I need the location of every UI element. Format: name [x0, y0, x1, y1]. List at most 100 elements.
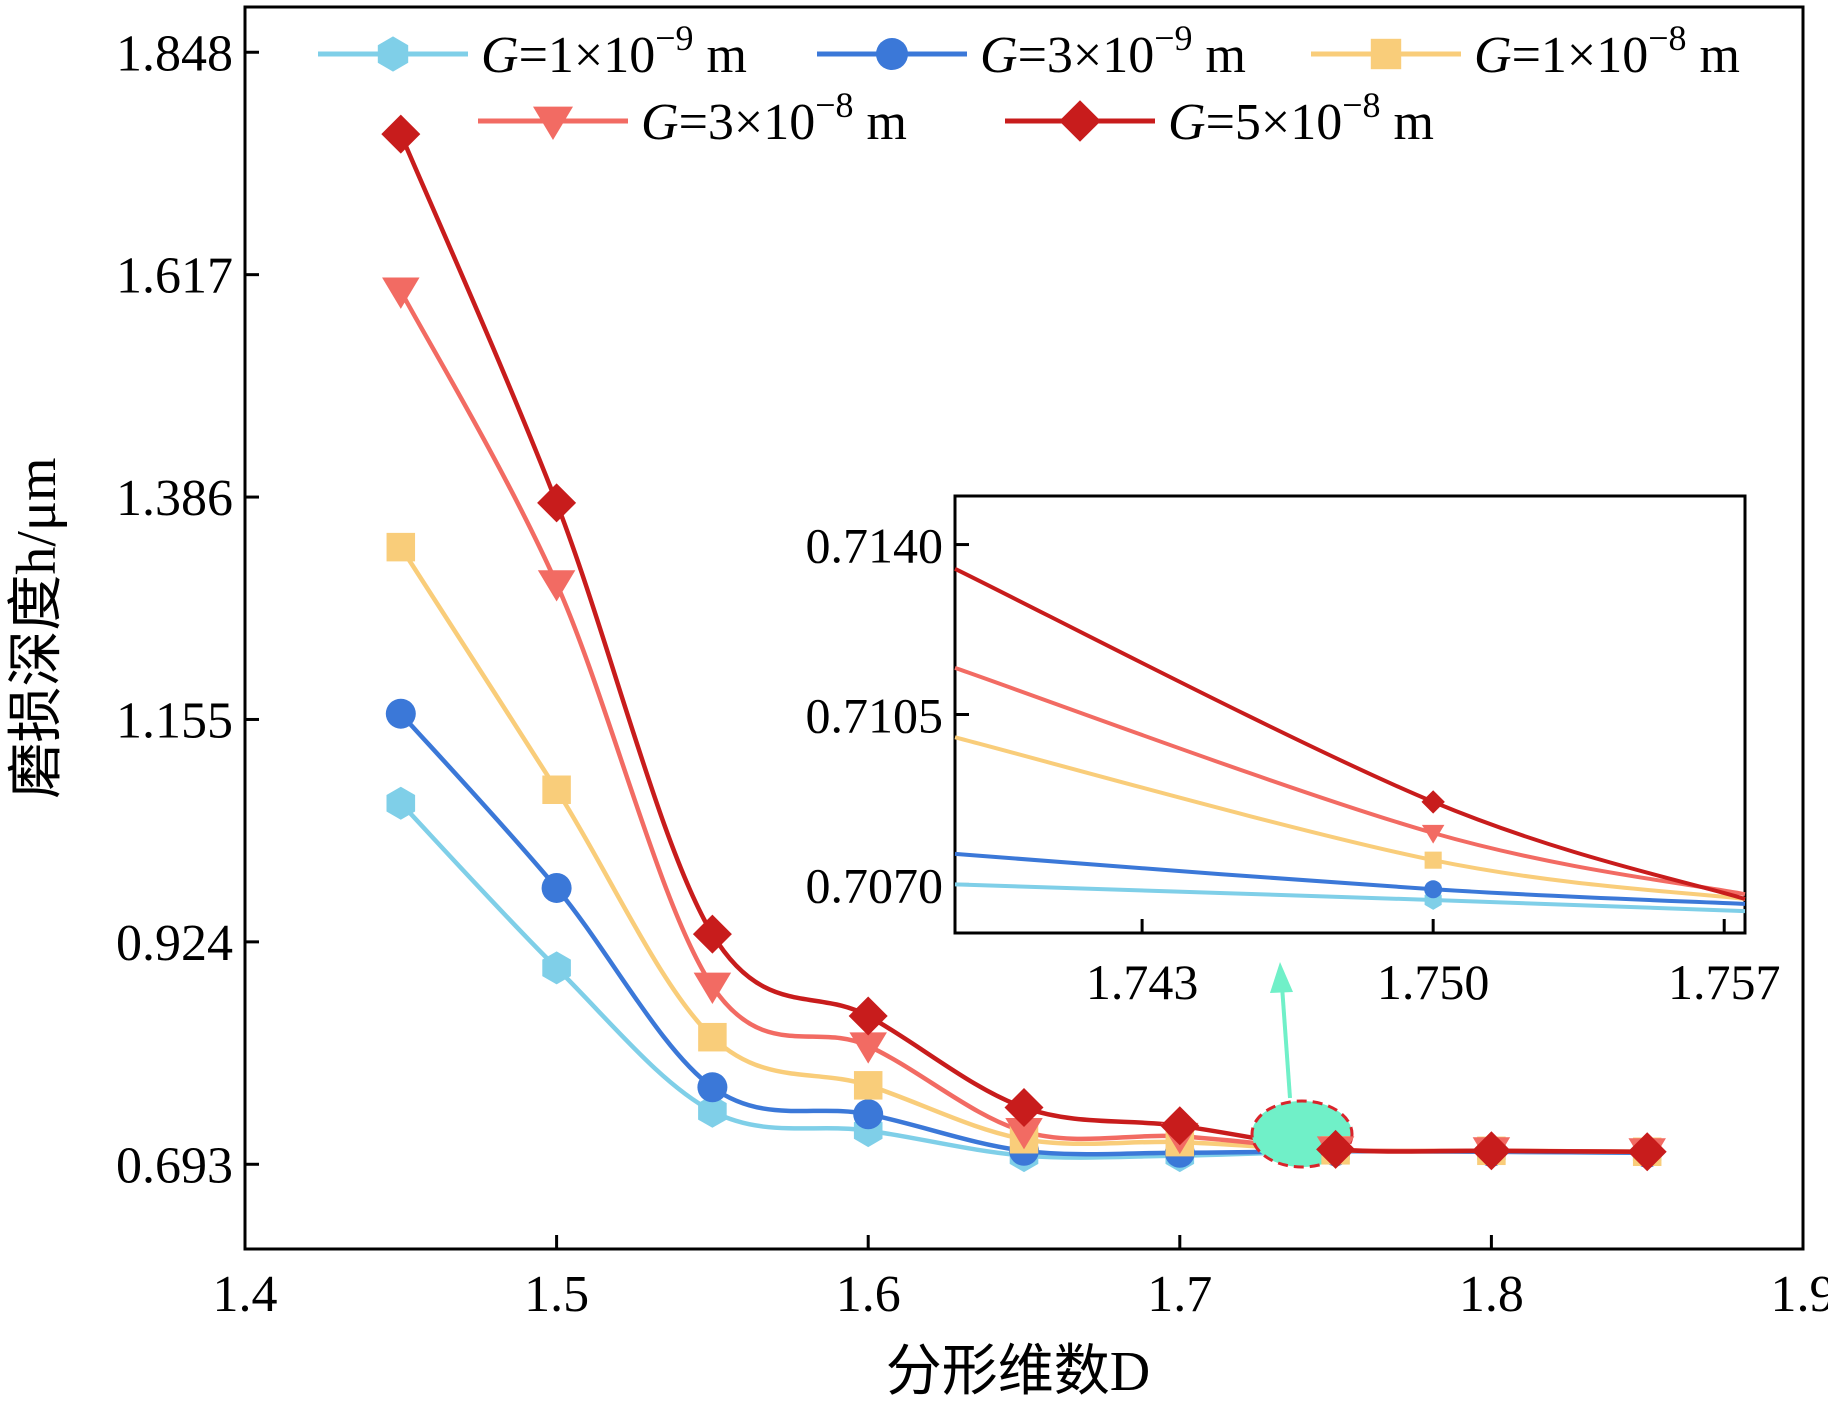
data-point [382, 277, 420, 309]
inset-series-line-4 [954, 666, 1746, 897]
y-axis-title: 磨损深度h/μm [6, 457, 68, 798]
legend-unit: m [854, 94, 907, 151]
legend-variable: G [980, 27, 1018, 84]
data-point [381, 114, 421, 154]
legend-unit: m [1193, 27, 1246, 84]
legend-swatch-marker [1370, 38, 1402, 70]
inset-x-tick-label: 1.743 [1086, 954, 1199, 1010]
data-point [542, 775, 571, 804]
legend-entry-1: G=1×10−9 m [318, 18, 747, 84]
x-tick-label: 1.5 [524, 1266, 589, 1323]
legend-label: G=1×10−9 m [481, 18, 747, 84]
legend-coefficient: =5×10 [1206, 94, 1343, 151]
legend-exponent: −9 [1154, 18, 1192, 58]
data-point [537, 483, 577, 523]
data-point [692, 914, 732, 954]
legend-coefficient: =1×10 [1512, 27, 1649, 84]
y-tick-label: 0.924 [116, 915, 233, 972]
y-tick-label: 0.693 [116, 1137, 233, 1194]
data-point [693, 972, 732, 1004]
data-point [541, 872, 572, 903]
data-point [1004, 1087, 1044, 1127]
x-tick-label: 1.7 [1147, 1266, 1212, 1323]
legend-label: G=3×10−9 m [980, 18, 1246, 84]
legend-swatch-marker [377, 36, 409, 72]
series-markers-5 [381, 114, 1667, 1172]
x-tick-label: 1.8 [1459, 1266, 1524, 1323]
inset-series-lines [954, 567, 1746, 914]
data-point [697, 1072, 728, 1103]
inset-data-point [1421, 824, 1445, 844]
y-tick-label: 1.617 [116, 248, 233, 305]
legend-entry-2: G=3×10−9 m [817, 18, 1246, 84]
legend-exponent: −9 [655, 18, 693, 58]
main-ticks: 1.4 1.5 1.6 1.7 1.8 1.9 0.693 0.924 1.155 1.386 1.… [116, 25, 1828, 1323]
legend-variable: G [481, 27, 519, 84]
data-point [386, 786, 416, 820]
inset-series-markers-4 [1421, 824, 1445, 844]
legend-exponent: −8 [1342, 85, 1380, 125]
data-point [853, 1099, 884, 1130]
legend-variable: G [641, 94, 679, 151]
inset-x-tick-label: 1.750 [1377, 954, 1490, 1010]
legend-entry-3: G=1×10−8 m [1311, 18, 1740, 84]
y-tick-label: 1.386 [116, 470, 233, 527]
legend-swatch-marker [533, 106, 573, 140]
legend-entry-4: G=3×10−8 m [478, 85, 907, 151]
inset-x-tick-label: 1.757 [1668, 954, 1781, 1010]
main-series-markers [381, 114, 1667, 1173]
inset-y-tick-label: 0.7070 [806, 857, 944, 913]
x-tick-label: 1.6 [836, 1266, 901, 1323]
inset-plot: 1.743 1.750 1.757 0.7070 0.7105 0.7140 [806, 494, 1781, 1010]
y-tick-label: 1.848 [116, 25, 233, 82]
x-axis-title-text: 分形维数D [886, 1341, 1150, 1403]
legend-label: G=5×10−8 m [1168, 85, 1434, 151]
data-point [385, 698, 416, 729]
data-point [853, 1071, 883, 1100]
inset-data-point [1421, 790, 1445, 814]
y-axis-title-text: 磨损深度h/μm [6, 457, 68, 798]
x-tick-label: 1.9 [1771, 1266, 1828, 1323]
legend-coefficient: =3×10 [1018, 27, 1155, 84]
legend-variable: G [1168, 94, 1206, 151]
inset-series-markers [1421, 790, 1445, 910]
data-point [698, 1022, 727, 1052]
data-point [1160, 1106, 1200, 1146]
inset-series-line-1 [954, 882, 1746, 914]
inset-data-point [1424, 851, 1442, 869]
legend-variable: G [1474, 27, 1512, 84]
data-point [848, 996, 888, 1036]
inset-series-markers-2 [1424, 880, 1443, 899]
legend-exponent: −8 [815, 85, 853, 125]
legend-coefficient: =1×10 [519, 27, 656, 84]
zoom-arrow [1270, 962, 1293, 1099]
data-point [1316, 1129, 1356, 1169]
legend-label: G=1×10−8 m [1474, 18, 1740, 84]
main-plot: 1.4 1.5 1.6 1.7 1.8 1.9 0.693 0.924 1.155 1.386 1.… [116, 5, 1828, 1323]
inset-series-line-2 [954, 851, 1746, 906]
inset-data-point [1424, 880, 1443, 899]
inset-y-tick-label: 0.7140 [806, 518, 944, 574]
data-point [386, 532, 416, 562]
legend-exponent: −8 [1648, 18, 1686, 58]
data-point [537, 570, 576, 602]
inset-y-tick-label: 0.7105 [806, 688, 944, 744]
legend-label: G=3×10−8 m [641, 85, 907, 151]
main-plot-frame [243, 5, 1805, 1251]
legend-unit: m [1381, 94, 1434, 151]
data-point [1471, 1131, 1511, 1171]
data-point [1627, 1132, 1667, 1172]
data-point [698, 1094, 727, 1128]
legend-entry-5: G=5×10−8 m [1005, 85, 1434, 151]
x-tick-label: 1.4 [213, 1266, 278, 1323]
legend-unit: m [1687, 27, 1740, 84]
y-tick-label: 1.155 [116, 692, 233, 749]
legend-swatch-marker [1059, 100, 1101, 142]
inset-ticks: 1.743 1.750 1.757 0.7070 0.7105 0.7140 [806, 518, 1781, 1010]
legend-swatch-marker [876, 38, 908, 70]
data-point [849, 1032, 887, 1064]
legend-unit: m [694, 27, 747, 84]
inset-series-markers-5 [1421, 790, 1445, 814]
data-point [1005, 1118, 1043, 1150]
